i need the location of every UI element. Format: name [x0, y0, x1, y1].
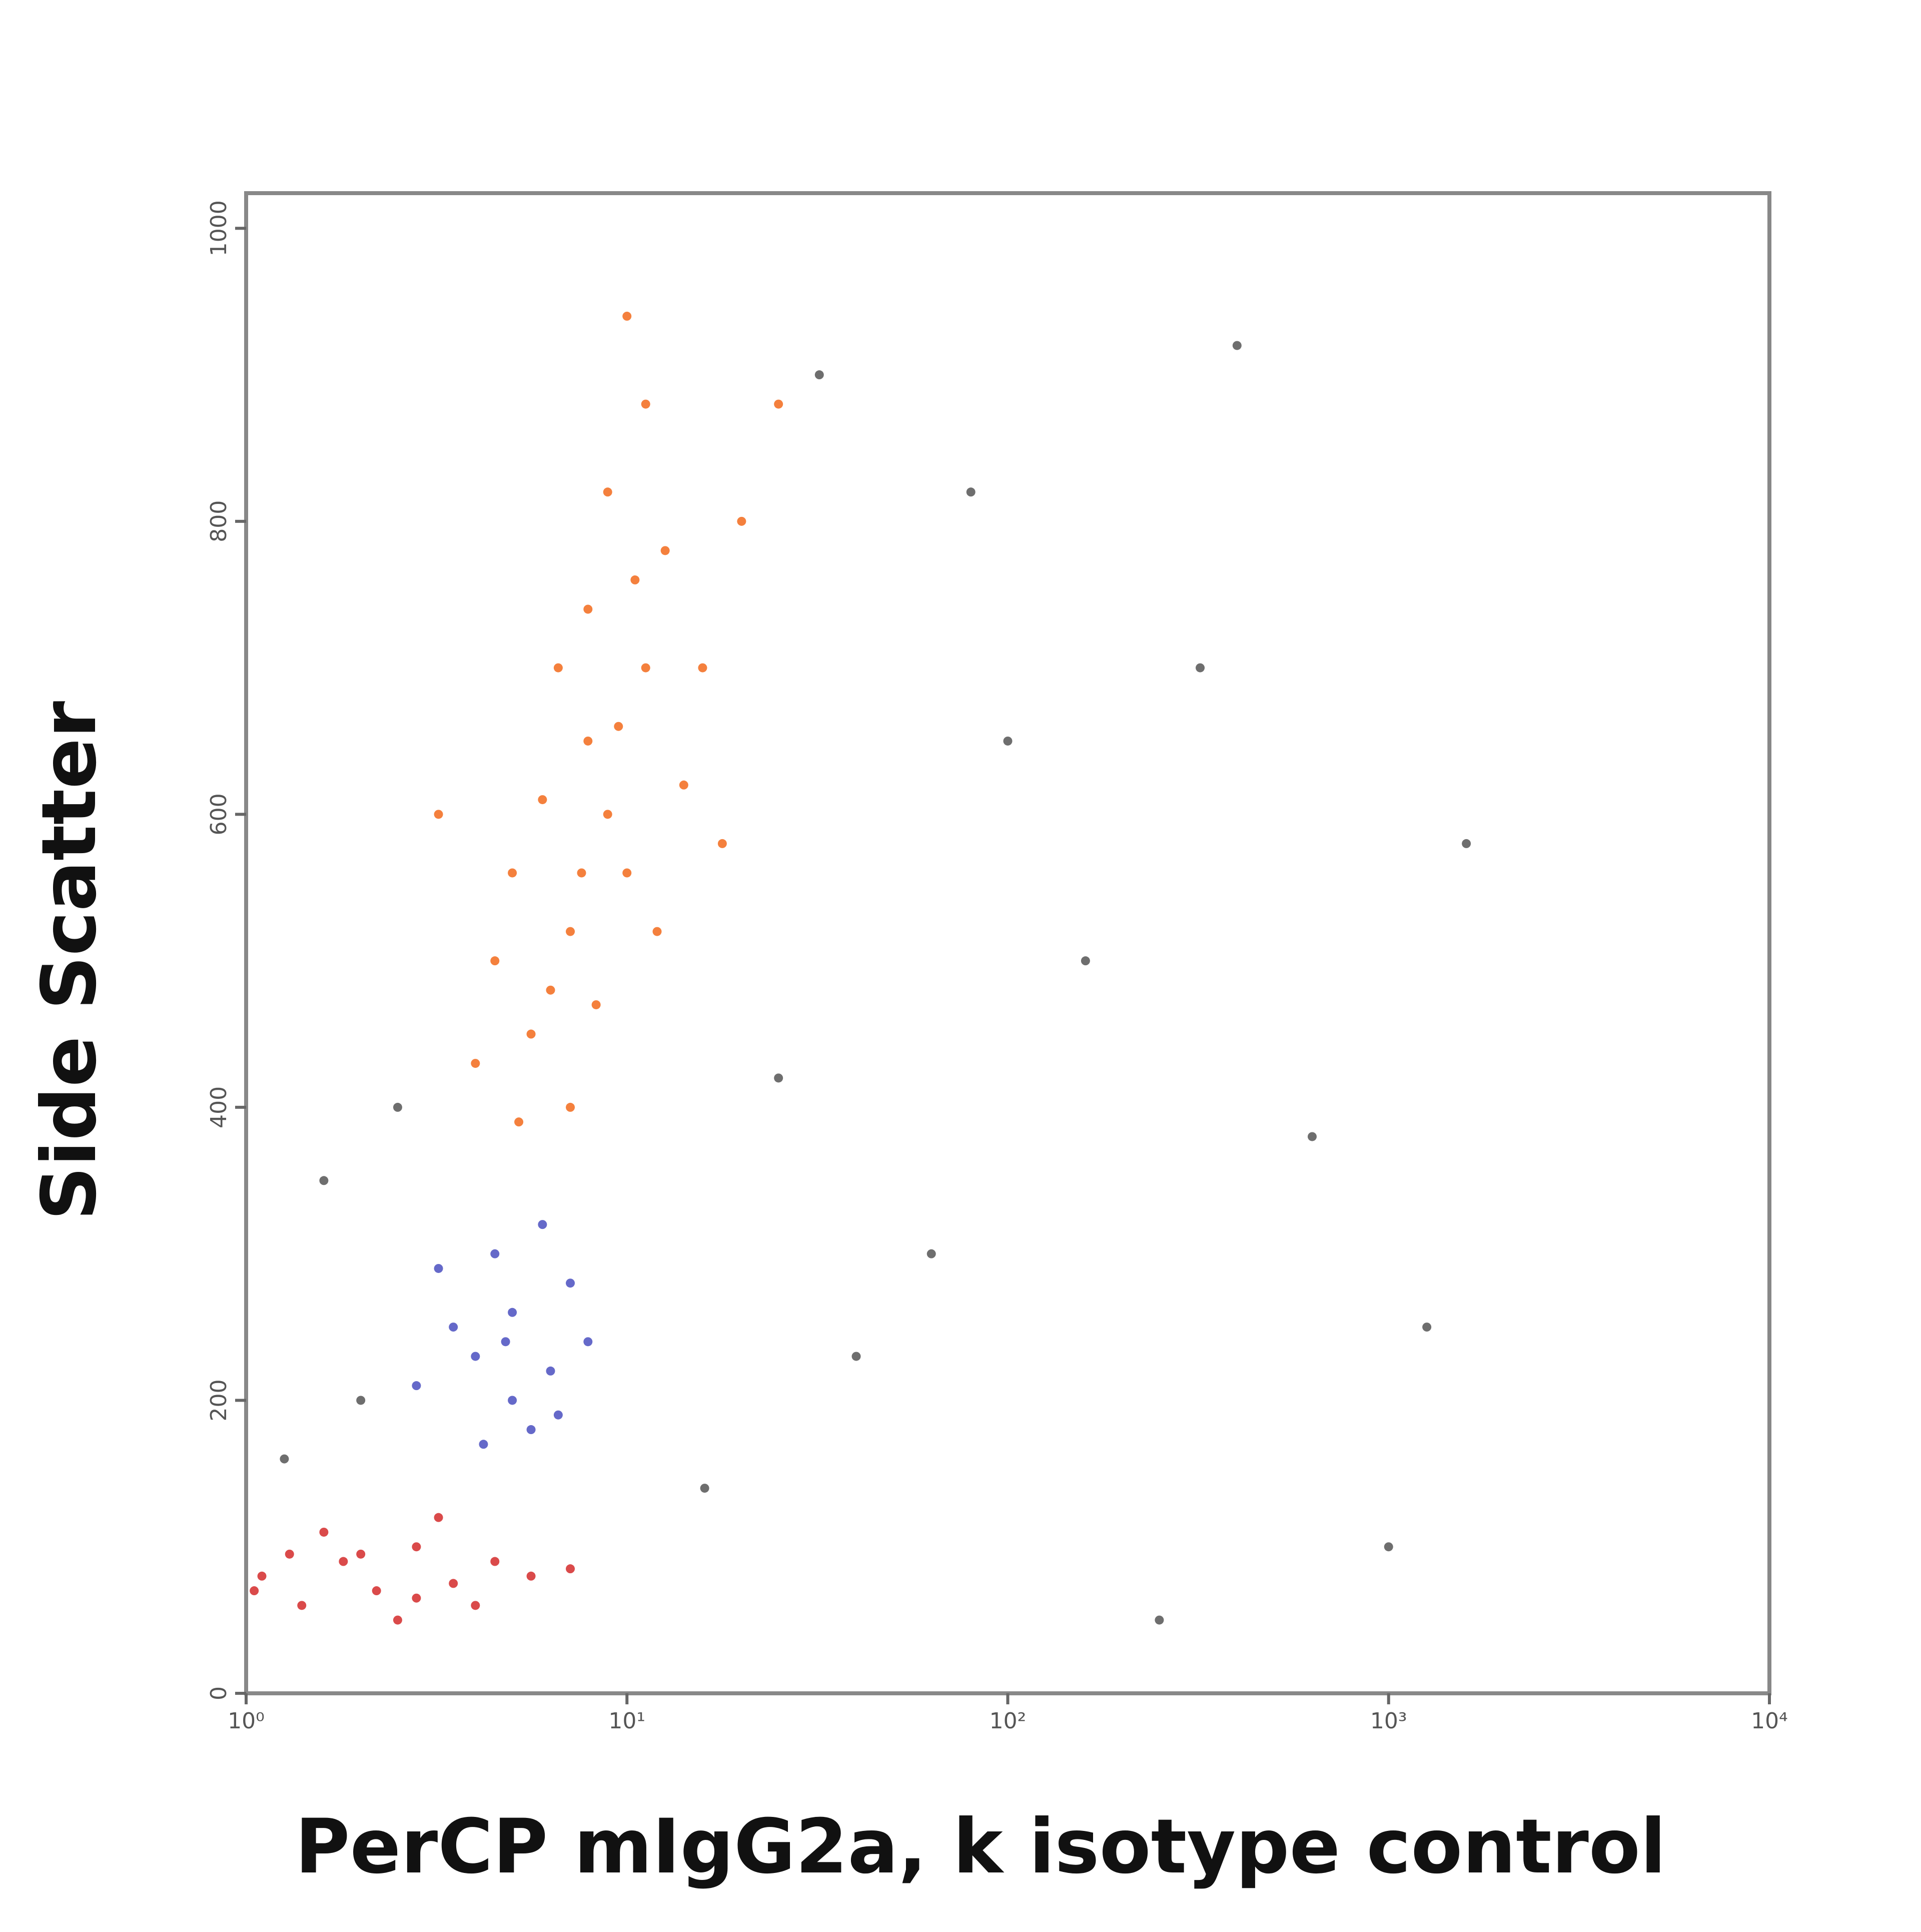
x-tick-label: 10⁰ — [228, 1708, 265, 1734]
data-point — [737, 516, 746, 526]
data-point — [566, 1564, 575, 1574]
data-point — [526, 1571, 536, 1581]
data-point — [339, 1557, 348, 1566]
data-point — [412, 1542, 421, 1552]
y-tick-label: 800 — [206, 500, 232, 542]
data-point — [285, 1549, 294, 1559]
data-point — [583, 604, 593, 614]
data-point — [490, 956, 500, 966]
data-point — [490, 1557, 500, 1566]
data-point — [393, 1615, 402, 1625]
data-point — [508, 868, 517, 878]
data-point — [583, 1337, 593, 1347]
data-point — [1232, 341, 1242, 350]
data-point — [1003, 736, 1013, 746]
data-point — [434, 810, 443, 819]
data-point — [538, 1220, 547, 1229]
data-point — [660, 546, 670, 555]
y-tick-label: 200 — [206, 1379, 232, 1421]
data-point — [538, 795, 547, 805]
data-point — [652, 927, 662, 936]
data-point — [479, 1440, 488, 1449]
data-point — [508, 1396, 517, 1405]
data-point — [1422, 1323, 1432, 1332]
data-point — [1081, 956, 1090, 966]
data-point — [356, 1396, 366, 1405]
data-point — [434, 1513, 443, 1522]
data-point — [698, 663, 707, 673]
data-point — [591, 1000, 601, 1009]
data-point — [577, 868, 586, 878]
data-point — [630, 575, 640, 584]
data-point — [319, 1176, 329, 1185]
data-point — [257, 1571, 267, 1581]
data-point — [297, 1601, 307, 1610]
data-point — [356, 1549, 366, 1559]
data-point — [501, 1337, 510, 1347]
y-tick-label: 1000 — [206, 200, 232, 256]
data-point — [553, 1410, 563, 1420]
data-point — [449, 1579, 458, 1588]
data-point — [508, 1308, 517, 1317]
data-point — [1196, 663, 1205, 673]
data-point — [490, 1249, 500, 1258]
x-tick-label: 10² — [990, 1708, 1027, 1734]
data-point — [412, 1381, 421, 1391]
data-point — [412, 1593, 421, 1603]
data-point — [700, 1484, 709, 1493]
x-tick-label: 10¹ — [608, 1708, 645, 1734]
data-point — [926, 1249, 936, 1258]
data-point — [280, 1454, 289, 1464]
data-point — [717, 839, 727, 848]
data-point — [546, 1366, 555, 1376]
data-point — [1307, 1132, 1317, 1141]
data-point — [566, 927, 575, 936]
y-tick-label: 600 — [206, 793, 232, 835]
data-point — [641, 399, 650, 409]
data-point — [1462, 839, 1471, 848]
data-point — [851, 1352, 861, 1361]
x-axis-title: PerCP mIgG2a, k isotype control — [295, 1803, 1666, 1890]
data-point — [966, 487, 976, 497]
y-axis-title: Side Scatter — [26, 701, 113, 1220]
data-point — [449, 1323, 458, 1332]
data-point — [250, 1586, 259, 1596]
data-point — [566, 1278, 575, 1288]
data-point — [566, 1102, 575, 1112]
data-point — [372, 1586, 381, 1596]
data-point — [471, 1601, 480, 1610]
y-tick-label: 0 — [206, 1686, 232, 1700]
data-point — [526, 1425, 536, 1435]
data-point — [546, 985, 555, 995]
data-point — [603, 810, 612, 819]
data-point — [471, 1059, 480, 1068]
data-point — [614, 722, 623, 731]
data-point — [393, 1102, 402, 1112]
data-point — [526, 1029, 536, 1039]
data-point — [603, 487, 612, 497]
data-point — [553, 663, 563, 673]
data-point — [679, 780, 688, 790]
data-point — [583, 736, 593, 746]
data-point — [434, 1263, 443, 1273]
data-point — [319, 1527, 329, 1537]
data-point — [1384, 1542, 1393, 1552]
data-point — [814, 370, 824, 380]
y-tick-label: 400 — [206, 1086, 232, 1128]
data-point — [622, 868, 632, 878]
data-point — [622, 311, 632, 321]
data-point — [774, 399, 783, 409]
x-tick-label: 10³ — [1370, 1708, 1407, 1734]
data-point — [514, 1117, 524, 1127]
x-tick-label: 10⁴ — [1751, 1708, 1788, 1734]
data-point — [774, 1073, 783, 1083]
data-point — [641, 663, 650, 673]
data-point — [1155, 1615, 1164, 1625]
data-point — [471, 1352, 480, 1361]
